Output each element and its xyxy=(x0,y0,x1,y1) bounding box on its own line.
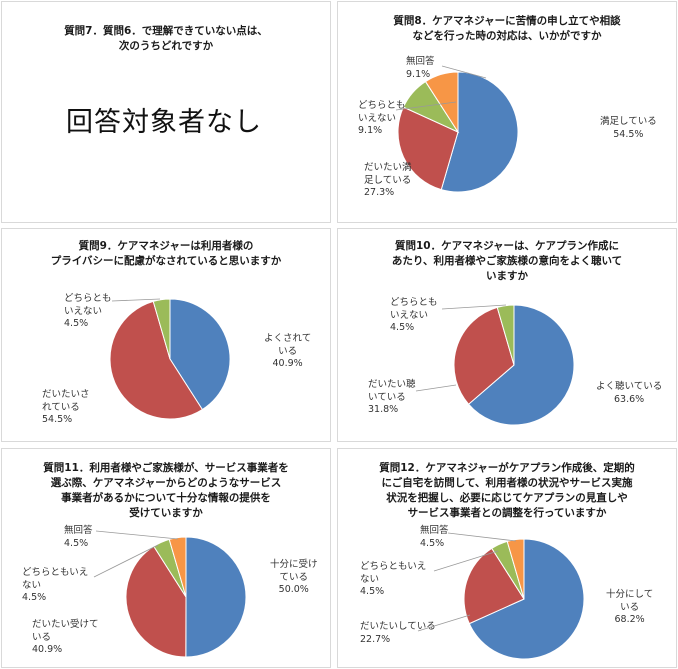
pie-chart xyxy=(125,536,247,658)
pie-slice-3 xyxy=(506,538,525,600)
slice-label-mostly-satisfied: だいたい満 足している 27.3% xyxy=(364,162,412,198)
slice-label-mostly-received: だいたい受けて いる 40.9% xyxy=(32,619,99,655)
leader-lines xyxy=(415,304,507,392)
leader-lines xyxy=(395,65,487,111)
pie-slice-0 xyxy=(185,536,247,658)
slice-label-mostly-considered: だいたいさ れている 54.5% xyxy=(42,389,90,425)
pie-slice-0 xyxy=(468,538,585,660)
pie-slice-3 xyxy=(168,536,187,598)
panel-q7: 質問7．質問6．で理解できていない点は、 次のうちどれですか 回答対象者なし xyxy=(1,1,331,223)
slice-label-fully-received: 十分に受け ている 50.0% xyxy=(270,559,318,595)
pie-chart xyxy=(109,298,231,420)
panel-title: 質問10．ケアマネジャーは、ケアプラン作成に あたり、利用者様やご家族様の意向を… xyxy=(391,240,623,282)
panel-q10: 質問10．ケアマネジャーは、ケアプラン作成に あたり、利用者様やご家族様の意向を… xyxy=(337,228,677,442)
no-respondents-text: 回答対象者なし xyxy=(66,107,262,138)
pie-slice-1 xyxy=(397,106,459,191)
panel-q11: 質問11．利用者様やご家族様が、サービス事業者を 選ぶ際、ケアマネジャーからどの… xyxy=(1,448,331,668)
slice-label-well-considered: よくされて いる 40.9% xyxy=(264,333,312,369)
pie-chart xyxy=(453,304,575,426)
slice-label-mostly-done: だいたいしている 22.7% xyxy=(360,621,436,645)
panel-title: 質問7．質問6．で理解できていない点は、 次のうちどれですか xyxy=(64,25,268,52)
slice-label-fully-done: 十分にして いる 68.2% xyxy=(606,589,654,625)
pie-chart xyxy=(463,538,585,660)
leader-lines xyxy=(417,532,517,632)
slice-label-no-answer: 無回答 4.5% xyxy=(64,525,93,549)
panel-title: 質問11．利用者様やご家族様が、サービス事業者を 選ぶ際、ケアマネジャーからどの… xyxy=(43,462,289,519)
slice-label-no-answer: 無回答 4.5% xyxy=(420,525,449,549)
panel-title: 質問12．ケアマネジャーがケアプラン作成後、定期的 にご自宅を訪問して、利用者様… xyxy=(379,462,635,519)
pie-slice-3 xyxy=(424,71,459,134)
panel-title: 質問8．ケアマネジャーに苦情の申し立てや相談 などを行った時の対応は、いかがです… xyxy=(393,15,621,42)
panel-q12: 質問12．ケアマネジャーがケアプラン作成後、定期的 にご自宅を訪問して、利用者様… xyxy=(337,448,677,668)
slice-label-neither: どちらとも いえない 4.5% xyxy=(64,293,112,329)
pie-slice-1 xyxy=(109,300,204,420)
slice-label-neither: どちらとも いえない 4.5% xyxy=(390,297,438,333)
panel-q9: 質問9．ケアマネジャーは利用者様の プライバシーに配慮がなされていると思いますか… xyxy=(1,228,331,442)
slice-label-neither: どちらとも いえない 9.1% xyxy=(358,100,406,136)
panel-q8: 質問8．ケアマネジャーに苦情の申し立てや相談 などを行った時の対応は、いかがです… xyxy=(337,1,677,223)
leader-lines xyxy=(93,530,179,578)
pie-slice-0 xyxy=(467,304,575,426)
slice-label-neither: どちらともいえ ない 4.5% xyxy=(22,567,89,603)
pie-slice-2 xyxy=(152,298,171,360)
slice-label-no-answer: 無回答 9.1% xyxy=(406,56,435,80)
panel-title: 質問9．ケアマネジャーは利用者様の プライバシーに配慮がなされていると思いますか xyxy=(50,240,282,267)
pie-slice-1 xyxy=(453,306,515,405)
leader-lines xyxy=(111,298,161,302)
slice-label-neither: どちらともいえ ない 4.5% xyxy=(360,561,427,597)
slice-label-mostly-listens: だいたい聴 いている 31.8% xyxy=(368,379,416,415)
pie-slice-1 xyxy=(463,547,525,625)
pie-slice-2 xyxy=(496,304,515,366)
slice-label-satisfied: 満足している 54.5% xyxy=(600,116,657,140)
slice-label-listens-well: よく聴いている 63.6% xyxy=(596,381,663,405)
